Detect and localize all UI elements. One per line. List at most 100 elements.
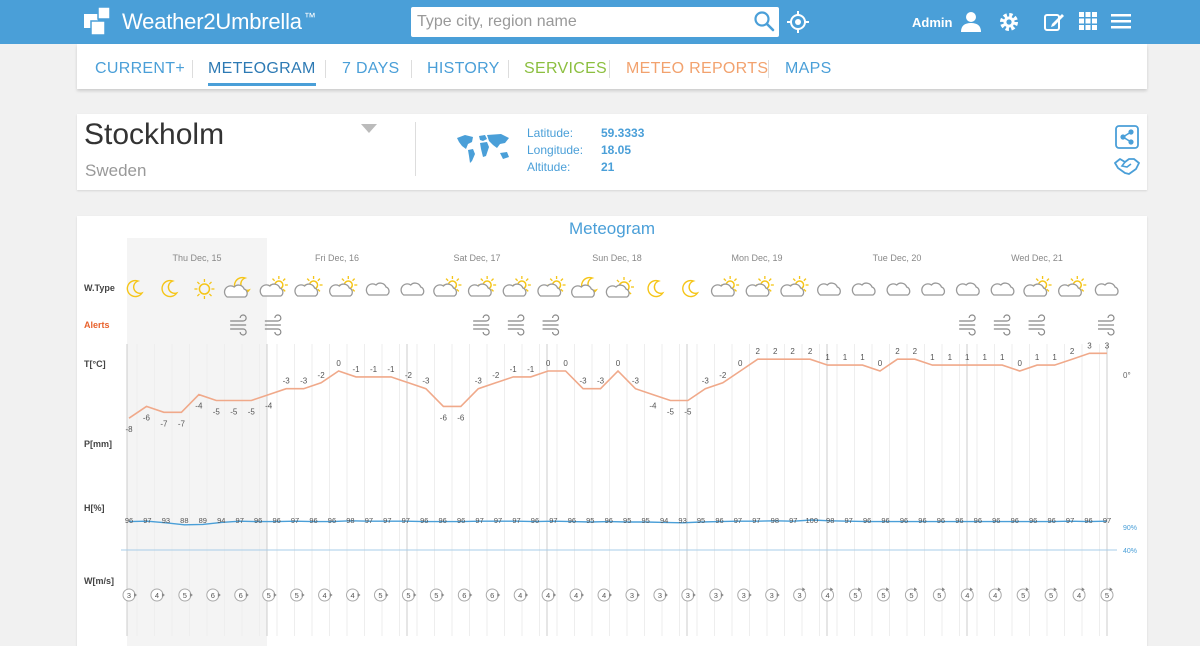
temperature-value: 2 [913, 347, 918, 356]
wind-arrow-icon [748, 593, 752, 597]
wind-arrow-icon [245, 593, 249, 597]
temperature-value: 1 [983, 353, 988, 362]
wind-marker: 4 [569, 588, 585, 602]
wind-value: 4 [574, 591, 578, 600]
sun-ray [208, 281, 212, 285]
temperature-value: -3 [422, 377, 430, 386]
sun-ray [628, 279, 632, 283]
humidity-value: 96 [457, 516, 465, 525]
wind-value: 5 [1105, 591, 1109, 600]
search-input[interactable] [411, 7, 741, 37]
temperature-value: -3 [702, 377, 710, 386]
humidity-value: 97 [291, 516, 299, 525]
temperature-value: -2 [318, 371, 326, 380]
sun-icon [194, 279, 215, 299]
temperature-value: -3 [632, 377, 640, 386]
meteogram-panel: Thu Dec, 15 Fri Dec, 16 Sat Dec, 17 Sun Dec… [77, 216, 1147, 646]
sun-ray [352, 288, 356, 292]
sun-ray [282, 288, 286, 292]
tab-maps[interactable]: MAPS [785, 60, 832, 77]
temperature-value: -5 [248, 408, 256, 417]
humidity-value: 96 [881, 516, 889, 525]
wind-value: 5 [1049, 591, 1053, 600]
wind-circle [932, 588, 946, 602]
temperature-value: 1 [860, 353, 865, 362]
grid-icon[interactable] [1078, 11, 1098, 31]
wind-circle [1072, 588, 1086, 602]
temperature-ref-label: 0° [1123, 371, 1131, 380]
user-icon[interactable] [960, 11, 982, 33]
search-icon[interactable] [753, 10, 775, 32]
temperature-value: 0 [616, 359, 621, 368]
tab-current[interactable]: CURRENT+ [95, 60, 185, 77]
wind-alert-icon [542, 314, 560, 336]
tab-meteo-reports[interactable]: METEO REPORTS [626, 60, 769, 77]
location-card: Stockholm Sweden Latitude: 59.3333 Longi… [77, 114, 1147, 190]
temperature-value: 2 [808, 347, 813, 356]
gear-icon[interactable] [998, 11, 1020, 33]
tab-services[interactable]: SERVICES [524, 60, 608, 77]
menu-icon[interactable] [1111, 11, 1131, 31]
humidity-value: 96 [125, 516, 133, 525]
cloud-icon [921, 282, 946, 296]
temperature-value: -3 [597, 377, 605, 386]
wind-marker: 3 [709, 588, 724, 602]
wind-alert-icon [1028, 314, 1046, 336]
wind-stroke [959, 314, 976, 322]
tab-history[interactable]: HISTORY [427, 60, 500, 77]
logo[interactable]: Weather2Umbrella ™ [82, 6, 316, 38]
wind-value: 3 [686, 591, 690, 600]
wind-circle [960, 588, 974, 602]
humidity-ref-label: 90% [1123, 525, 1137, 532]
wind-circle [849, 588, 863, 602]
wind-marker: 4 [960, 587, 974, 602]
cloud-shape [467, 283, 492, 297]
sun-ray [616, 279, 620, 283]
temperature-value: -5 [684, 408, 692, 417]
wind-stroke [1028, 328, 1046, 336]
sun-cloud-icon [605, 277, 634, 298]
wind-value: 4 [546, 591, 550, 600]
edit-icon[interactable] [1043, 11, 1065, 33]
wind-stroke [264, 314, 282, 322]
locate-icon[interactable] [786, 10, 810, 34]
cloud-shape [537, 283, 562, 297]
sun-disc [198, 283, 211, 295]
wind-alert-icon [230, 314, 247, 336]
temperature-value: 1 [930, 353, 935, 362]
share-icon[interactable] [1115, 125, 1139, 149]
altitude-value: 21 [601, 160, 615, 174]
handshake-icon[interactable] [1114, 157, 1140, 175]
wind-marker: 5 [178, 588, 193, 602]
wind-value: 4 [518, 591, 522, 600]
cloud-shape [259, 283, 284, 297]
meteogram-chart: Thu Dec, 15 Fri Dec, 16 Sat Dec, 17 Sun Dec… [121, 238, 1137, 646]
wind-circle [1100, 588, 1114, 602]
wind-arrow-icon [469, 593, 473, 597]
cloud-shape [1094, 282, 1119, 296]
moon-shape [647, 279, 665, 298]
humidity-value: 96 [420, 516, 428, 525]
humidity-value: 97 [549, 516, 557, 525]
day-label: Fri Dec, 16 [315, 253, 359, 263]
tab-bar: CURRENT+ METEOGRAM 7 DAYS HISTORY SERVIC… [77, 44, 1147, 89]
humidity-value: 93 [678, 516, 686, 525]
temperature-value: -3 [580, 377, 588, 386]
wind-alert-icon [264, 314, 282, 336]
cloud-shape [710, 283, 735, 297]
tab-7-days[interactable]: 7 DAYS [342, 60, 400, 77]
humidity-value: 97 [512, 516, 520, 525]
wind-arrow-icon [134, 593, 137, 597]
wind-value: 4 [323, 591, 327, 600]
admin-label[interactable]: Admin [912, 15, 953, 30]
cloud-shape [329, 283, 353, 297]
cloud-shape [817, 282, 841, 296]
altitude-label: Altitude: [527, 160, 571, 174]
chevron-down-icon[interactable] [361, 124, 377, 134]
wind-marker: 5 [290, 588, 305, 602]
cloud-sun-icon [1023, 276, 1052, 297]
tab-meteogram[interactable]: METEOGRAM [208, 60, 316, 86]
humidity-value: 96 [309, 516, 317, 525]
humidity-value: 96 [992, 516, 1000, 525]
wind-marker: 4 [318, 588, 333, 602]
